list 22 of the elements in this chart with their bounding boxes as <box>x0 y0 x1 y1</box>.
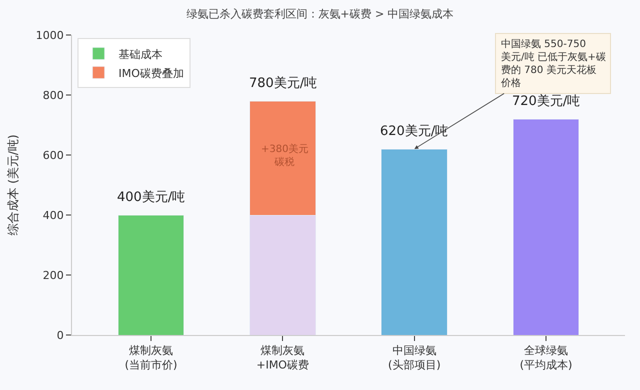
annotation: 中国绿氨 550-750美元/吨 已低于灰氨+碳费的 780 美元天花板价格 <box>500 38 606 89</box>
total-label: 780美元/吨 <box>249 75 318 91</box>
y-tick-label: 0 <box>56 328 64 342</box>
bar <box>118 214 184 335</box>
legend-label: 基础成本 <box>118 48 163 61</box>
total-label: 400美元/吨 <box>117 189 186 205</box>
y-tick-label: 200 <box>42 268 64 282</box>
total-label: 720美元/吨 <box>512 93 580 109</box>
x-tick-label: 煤制灰氨 (当前市价) <box>124 344 178 372</box>
y-tick-label: 600 <box>42 148 64 162</box>
legend-label: IMO碳费叠加 <box>118 66 184 80</box>
y-tick-label: 1000 <box>36 28 64 42</box>
bar <box>381 148 448 335</box>
chart-title: 绿氨已杀入碳费套利区间：灰氨+碳费 > 中国绿氨成本 <box>186 7 454 20</box>
y-tick-label: 400 <box>42 208 64 222</box>
x-tick-label: 中国绿氨 (头部项目) <box>388 344 441 372</box>
y-axis-title: 综合成本 (美元/吨) <box>6 134 20 236</box>
x-tick-label: 全球绿氨 (平均成本) <box>520 344 572 372</box>
annotation: +380美元碳税 <box>261 143 308 168</box>
x-tick-label: 煤制灰氨 +IMO碳费 <box>256 344 309 372</box>
bar <box>512 118 580 335</box>
y-tick-label: 800 <box>42 88 64 102</box>
